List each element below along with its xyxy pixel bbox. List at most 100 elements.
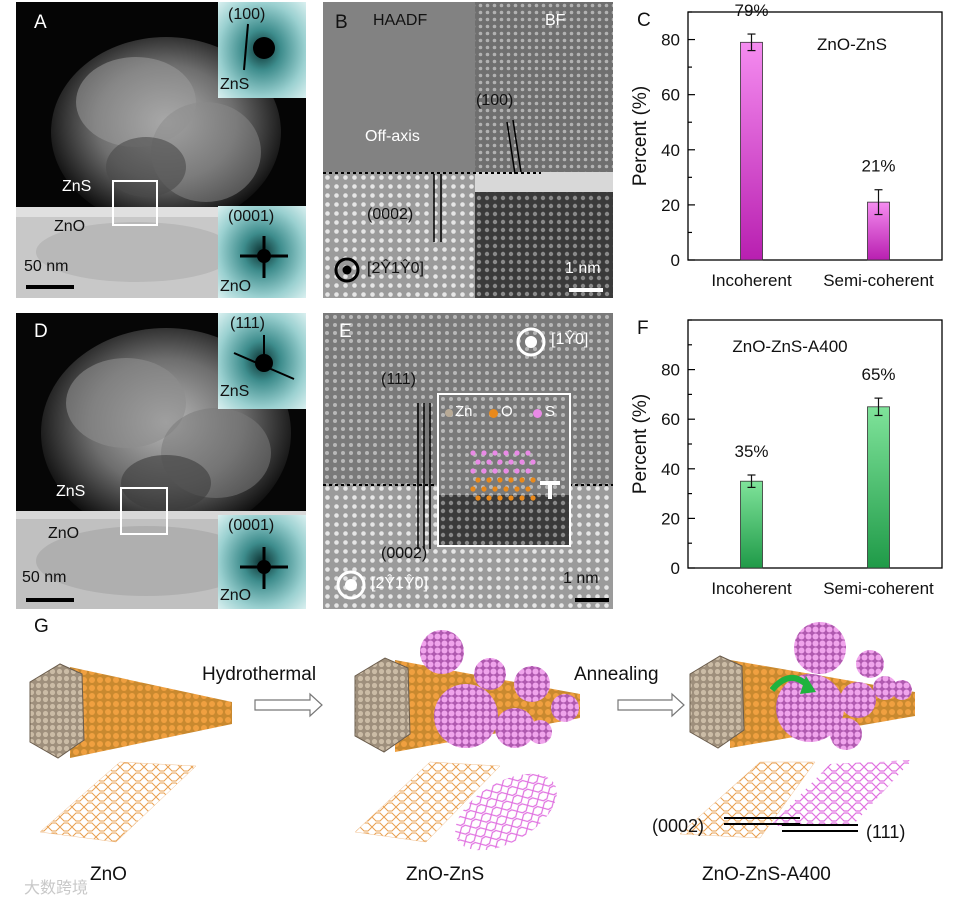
- fft-inset-a-bottom: (0001) ZnO: [218, 206, 306, 298]
- y-tick-label: 20: [661, 196, 680, 215]
- category-label: Semi-coherent: [823, 271, 934, 290]
- y-tick-label: 80: [661, 31, 680, 50]
- s-atom: [508, 459, 514, 465]
- data-label: 79%: [734, 1, 768, 20]
- label-haadf: HAADF: [373, 12, 428, 29]
- arrow-annealing: [617, 692, 685, 718]
- o-atom: [508, 495, 514, 501]
- schematic-g: [29, 622, 915, 851]
- scale-label-b: 1 nm: [565, 260, 601, 277]
- plane-e-top: (111): [381, 371, 416, 388]
- fft-inset-d-top: (111) ZnS: [218, 313, 306, 409]
- panel-g: G: [0, 612, 970, 904]
- label-zno-d: ZnO: [48, 525, 80, 542]
- fft-a-top-plane: (100): [228, 6, 266, 23]
- label-zno-a: ZnO: [54, 218, 86, 235]
- scale-bar-d: [26, 598, 74, 602]
- s-atom: [497, 459, 503, 465]
- o-atom: [481, 486, 487, 492]
- plane-label-111: (111): [866, 822, 906, 842]
- y-tick-label: 60: [661, 86, 680, 105]
- fft-d-bottom-material: ZnO: [220, 587, 252, 604]
- y-tick-label: 40: [661, 141, 680, 160]
- plane-label-0002: (0002): [652, 816, 705, 836]
- o-atom: [475, 477, 481, 483]
- o-atom: [486, 495, 492, 501]
- zone-axis-b: [2Ŷ1Ŷ0]: [367, 260, 424, 277]
- annealed-zns-sheet: [770, 760, 912, 826]
- fft-a-bottom-plane: (0001): [228, 208, 275, 225]
- label-off-axis: Off-axis: [365, 128, 420, 145]
- s-atom: [492, 450, 498, 456]
- legend-zn: Zn: [455, 403, 473, 420]
- scale-bar-a: [26, 285, 74, 289]
- o-atom: [475, 495, 481, 501]
- s-atom: [525, 468, 531, 474]
- caption-zno: ZnO: [90, 864, 127, 885]
- fft-inset-d-bottom: (0001) ZnO: [218, 515, 306, 609]
- panel-e-letter: E: [339, 321, 352, 342]
- panel-b-letter: B: [335, 12, 348, 33]
- y-tick-label: 20: [661, 509, 680, 528]
- panel-b: B HAADF BF (100) Off-axis (0002) [2Ŷ1Ŷ0]…: [323, 2, 613, 298]
- y-tick-label: 60: [661, 410, 680, 429]
- legend-o-dot: [489, 409, 498, 418]
- s-atom: [470, 450, 476, 456]
- category-label: Incoherent: [711, 579, 792, 598]
- bar: [740, 480, 763, 569]
- zns-cluster-sheet: [455, 773, 557, 851]
- category-label: Semi-coherent: [823, 579, 934, 598]
- s-atom: [503, 450, 509, 456]
- scale-label-d: 50 nm: [22, 569, 67, 586]
- plot-frame: [687, 11, 943, 261]
- o-atom: [519, 495, 525, 501]
- scale-label-a: 50 nm: [24, 258, 69, 275]
- zno-zns-lattice-sheet: [354, 761, 501, 843]
- zone-axis-e-top: [1Ŷ0]: [551, 331, 589, 348]
- zno-nanorod-2: [354, 630, 580, 753]
- scale-label-e: 1 nm: [563, 570, 599, 587]
- legend-s-dot: [533, 409, 542, 418]
- label-zns-d: ZnS: [56, 483, 86, 500]
- s-atom: [475, 459, 481, 465]
- s-atom: [481, 468, 487, 474]
- label-annealing: Annealing: [574, 664, 659, 685]
- bar: [740, 41, 763, 261]
- bar: [867, 406, 890, 569]
- panel-c-letter: C: [637, 10, 651, 31]
- roi-box-d: [120, 487, 168, 535]
- s-atom: [470, 468, 476, 474]
- fft-a-bottom-material: ZnO: [220, 278, 252, 295]
- s-atom: [503, 468, 509, 474]
- panel-d-letter: D: [34, 321, 48, 342]
- plot-frame: [687, 319, 943, 569]
- o-atom: [486, 477, 492, 483]
- panel-a: A (100) ZnS (0001) ZnO ZnS ZnO 50 nm: [16, 2, 306, 298]
- fft-d-top-material: ZnS: [220, 383, 250, 400]
- y-tick-label: 0: [671, 559, 680, 578]
- panel-b-micrograph: [323, 2, 613, 298]
- chart-title: ZnO-ZnS: [817, 35, 887, 54]
- roi-box-a: [112, 180, 158, 226]
- s-atom: [519, 459, 525, 465]
- zno-lattice-sheet: [39, 761, 197, 843]
- o-atom: [503, 486, 509, 492]
- zno-nanorod-3: [689, 622, 915, 750]
- caption-zno-zns-a400: ZnO-ZnS-A400: [702, 864, 831, 885]
- o-atom: [470, 486, 476, 492]
- s-atom: [530, 459, 536, 465]
- panel-e: E [1Ŷ0] (111) (0002) [2Ŷ1Ŷ0] 1 nm Zn O S…: [323, 313, 613, 609]
- y-tick-label: 80: [661, 361, 680, 380]
- chart-f: 0 20 40 60 80 Percent (%) 35% Incoherent 65% Semi…: [630, 319, 943, 598]
- category-label: Incoherent: [711, 271, 792, 290]
- legend-zn-dot: [445, 409, 453, 417]
- fft-a-top-material: ZnS: [220, 76, 250, 93]
- s-atom: [486, 459, 492, 465]
- plane-b-bottom: (0002): [367, 206, 414, 223]
- s-atom: [481, 450, 487, 456]
- arrow-hydrothermal: [254, 692, 323, 718]
- plane-b-top: (100): [476, 92, 514, 109]
- y-tick-label: 0: [671, 251, 680, 270]
- caption-zno-zns: ZnO-ZnS: [406, 864, 485, 885]
- s-atom: [514, 468, 520, 474]
